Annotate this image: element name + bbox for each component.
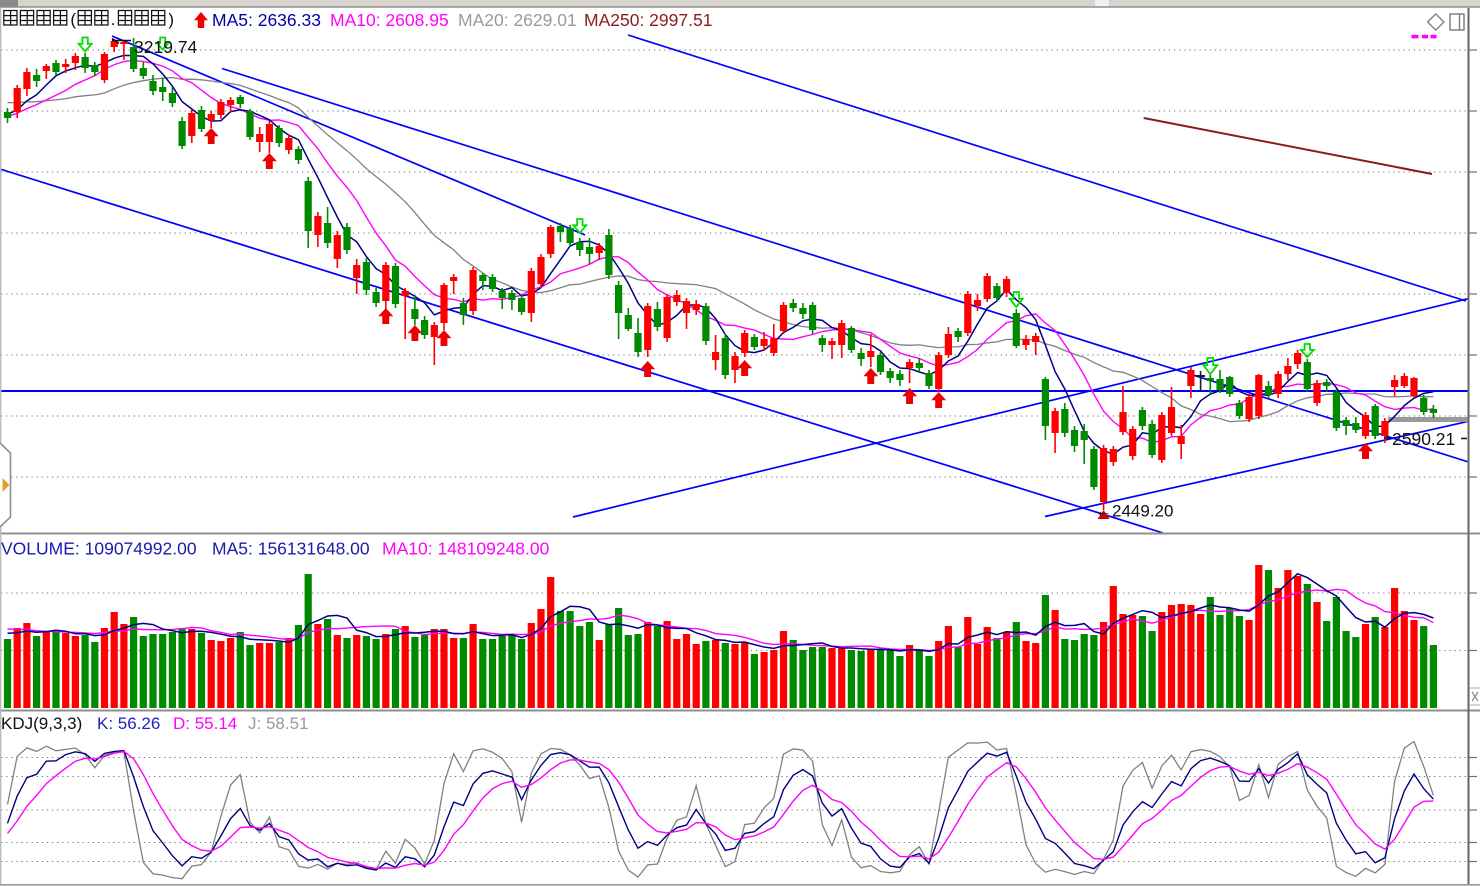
svg-text:←2449.20: ←2449.20 (1095, 502, 1173, 521)
svg-text:KDJ(9,3,3): KDJ(9,3,3) (1, 714, 82, 733)
svg-text:MA10: 2608.95: MA10: 2608.95 (330, 10, 449, 30)
svg-text:J: 58.51: J: 58.51 (248, 714, 309, 733)
svg-text:3219.74: 3219.74 (134, 37, 198, 57)
svg-text:2590.21: 2590.21 (1392, 429, 1455, 449)
svg-text:(: ( (70, 10, 76, 29)
svg-text:D: 55.14: D: 55.14 (173, 714, 237, 733)
svg-text:.: . (111, 10, 116, 29)
svg-text:MA10: 148109248.00: MA10: 148109248.00 (382, 539, 550, 559)
svg-text:MA20: 2629.01: MA20: 2629.01 (458, 10, 577, 30)
svg-text:K: 56.26: K: 56.26 (97, 714, 160, 733)
svg-text:VOLUME: 109074992.00: VOLUME: 109074992.00 (1, 539, 197, 559)
svg-text:MA250: 2997.51: MA250: 2997.51 (584, 10, 712, 30)
svg-text:): ) (168, 10, 174, 29)
svg-text:MA5: 156131648.00: MA5: 156131648.00 (212, 539, 370, 559)
svg-text:MA5: 2636.33: MA5: 2636.33 (212, 10, 321, 30)
